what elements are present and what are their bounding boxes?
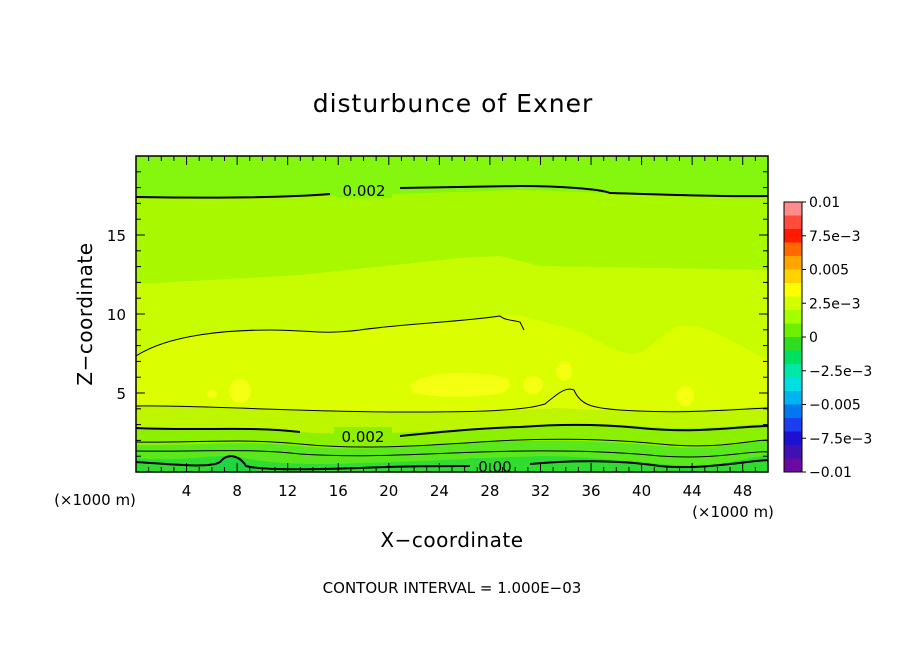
colorbar-label: 0 (809, 330, 818, 346)
colorbar: 0.01 7.5e−3 0.005 2.5e−3 0 −2.5e−3 −0.005 −7.5e… (783, 195, 872, 481)
colorbar-segment (784, 323, 802, 338)
band-low-4 (205, 457, 710, 472)
x-tick-label: 36 (581, 482, 600, 500)
x-tick-label: 12 (278, 482, 297, 500)
y-axis-label: Z−coordinate (73, 242, 97, 385)
colorbar-label: −0.01 (809, 465, 852, 481)
y-tick-label: 5 (116, 385, 126, 403)
x-tick-label: 44 (683, 482, 702, 500)
colorbar-segment (784, 269, 802, 284)
x-tick-label: 48 (733, 482, 752, 500)
colorbar-segment (784, 242, 802, 257)
colorbar-segment (784, 350, 802, 365)
contour-labels: 0.002 0.002 0.00 (334, 180, 520, 476)
x-tick-label: 4 (182, 482, 192, 500)
x-unit-left: (×1000 m) (54, 491, 136, 509)
contour-label-top: 0.002 (343, 182, 386, 200)
x-tick-label: 16 (329, 482, 348, 500)
colorbar-label: 2.5e−3 (809, 296, 861, 312)
contour-field: 0.002 0.002 0.00 (136, 156, 768, 476)
colorbar-segment (784, 296, 802, 311)
colorbar-label: −0.005 (809, 398, 861, 414)
x-tick-label: 28 (480, 482, 499, 500)
colorbar-segment (784, 215, 802, 230)
contour-label-middle: 0.002 (342, 428, 385, 446)
colorbar-segment (784, 391, 802, 405)
local-maxima (207, 361, 694, 406)
x-unit-right: (×1000 m) (692, 503, 774, 521)
x-tick-label: 8 (232, 482, 242, 500)
x-axis-label: X−coordinate (380, 528, 523, 552)
colorbar-label: −7.5e−3 (809, 431, 872, 447)
colorbar-label: 0.005 (809, 263, 849, 279)
colorbar-segment (784, 404, 802, 419)
y-tick-label: 15 (107, 227, 126, 245)
contour-interval: CONTOUR INTERVAL = 1.000E−03 (323, 579, 582, 597)
colorbar-segment (784, 445, 802, 459)
colorbar-segment (784, 202, 802, 216)
y-axis: 5 10 15 (107, 171, 768, 457)
colorbar-segment (784, 229, 802, 243)
band-low-3 (136, 455, 768, 472)
x-axis: 4 8 12 16 20 24 28 32 36 40 44 48 (148, 156, 756, 500)
colorbar-segment (784, 377, 802, 392)
colorbar-segment (784, 337, 802, 351)
colorbar-segment (784, 283, 802, 297)
contour-lines (136, 184, 768, 471)
contour-label-bottom: 0.00 (478, 458, 511, 476)
x-tick-label: 40 (632, 482, 651, 500)
colorbar-segment (784, 458, 802, 473)
y-tick-label: 10 (107, 306, 126, 324)
colorbar-segment (784, 310, 802, 324)
colorbar-label: 7.5e−3 (809, 229, 861, 245)
x-tick-label: 24 (430, 482, 449, 500)
colorbar-segment (784, 256, 802, 270)
x-tick-label: 32 (531, 482, 550, 500)
colorbar-segment (784, 418, 802, 432)
colorbar-segment (784, 364, 802, 378)
colorbar-label: 0.01 (809, 195, 840, 211)
x-tick-label: 20 (379, 482, 398, 500)
chart-title: disturbunce of Exner (313, 89, 594, 118)
colorbar-segment (784, 431, 802, 446)
colorbar-label: −2.5e−3 (809, 364, 872, 380)
